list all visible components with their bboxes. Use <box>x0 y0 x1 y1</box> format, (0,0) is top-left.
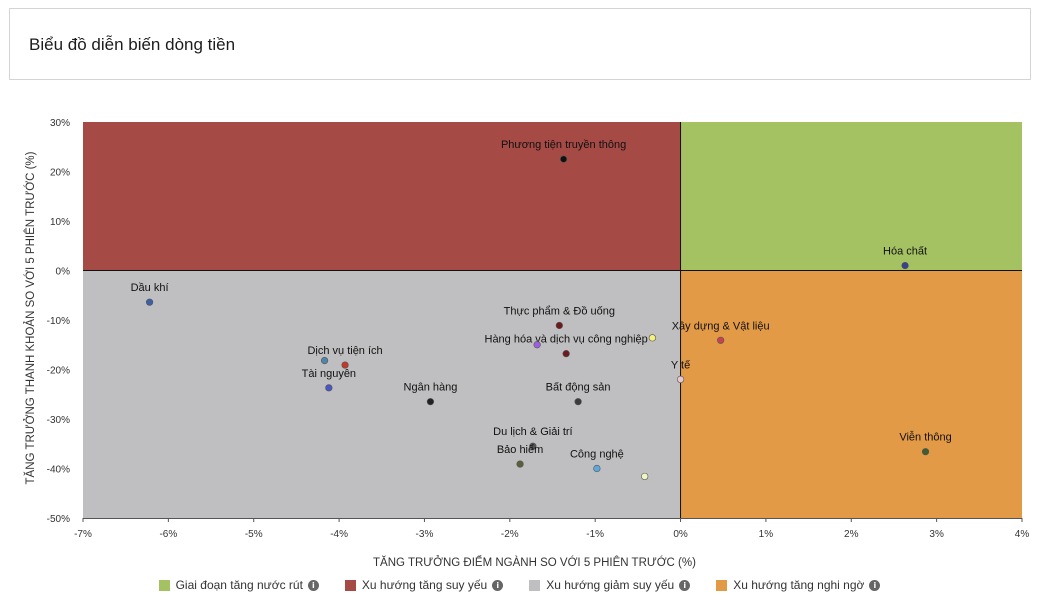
x-tick-label: 0% <box>673 529 688 540</box>
legend-swatch <box>716 579 728 591</box>
data-point-label: Viễn thông <box>899 431 951 444</box>
legend-label: Xu hướng giảm suy yếu <box>546 578 675 592</box>
data-point <box>559 155 568 163</box>
data-point <box>676 375 685 384</box>
data-point-label: Dầu khí <box>131 282 169 294</box>
legend-label: Giai đoạn tăng nước rút <box>175 578 303 592</box>
y-axis-title: TĂNG TRƯỞNG THANH KHOẢN SO VỚI 5 PHIÊN T… <box>24 151 37 484</box>
y-tick-label: -40% <box>47 465 70 476</box>
data-point-label: Hóa chất <box>883 246 927 258</box>
y-tick-label: -20% <box>47 366 70 377</box>
data-point-label: Bất động sản <box>546 382 611 394</box>
page-title: Biểu đồ diễn biến dòng tiền <box>29 35 236 54</box>
y-tick-label: 10% <box>50 217 70 228</box>
legend-item-0[interactable]: Giai đoạn tăng nước rút i <box>158 578 319 592</box>
legend-item-2[interactable]: Xu hướng giảm suy yếu i <box>529 578 691 592</box>
x-tick-label: -3% <box>416 529 434 540</box>
data-point-label: Ngân hàng <box>404 382 458 394</box>
x-tick-label: -1% <box>586 529 604 540</box>
data-point <box>320 356 329 365</box>
legend-swatch <box>529 579 541 591</box>
info-icon[interactable]: i <box>307 579 319 591</box>
data-point <box>555 321 563 330</box>
x-tick-label: -4% <box>330 529 348 540</box>
x-tick-label: -5% <box>245 529 263 540</box>
info-icon[interactable]: i <box>869 579 881 591</box>
legend-label: Xu hướng tăng suy yếu <box>361 578 488 592</box>
y-tick-label: -30% <box>47 415 70 426</box>
x-tick-label: -2% <box>501 529 519 540</box>
x-tick-label: 2% <box>844 529 859 540</box>
data-point <box>574 398 582 406</box>
data-point <box>593 464 601 473</box>
quadrant-region-3 <box>680 270 1022 518</box>
chart-header-card: Biểu đồ diễn biến dòng tiền <box>9 8 1031 80</box>
data-point <box>562 350 570 358</box>
quadrant-region-1 <box>83 122 681 271</box>
legend-swatch <box>344 579 356 591</box>
data-point-label: Công nghệ <box>570 449 624 461</box>
quadrant-region-2 <box>83 270 681 518</box>
data-point-label: Tài nguyên <box>302 368 356 380</box>
quadrant-region-0 <box>680 122 1022 271</box>
x-axis-title: TĂNG TRƯỞNG ĐIỂM NGÀNH SO VỚI 5 PHIÊN TR… <box>373 556 696 569</box>
legend-item-3[interactable]: Xu hướng tăng nghi ngờ i <box>716 578 881 592</box>
data-point <box>325 384 333 392</box>
data-point-label: Dịch vụ tiện ích <box>307 345 382 357</box>
data-point-label: Hàng hóa và dịch vụ công nghiệp <box>485 334 648 346</box>
data-point-label: Y tế <box>671 359 690 371</box>
info-icon[interactable]: i <box>679 579 691 591</box>
data-point-label: Phương tiện truyền thông <box>501 139 626 151</box>
data-point <box>648 334 656 342</box>
info-icon[interactable]: i <box>492 579 504 591</box>
chart-legend: Giai đoạn tăng nước rút i Xu hướng tăng … <box>0 575 1039 595</box>
data-point-label: Bảo hiểm <box>497 444 543 456</box>
legend-label: Xu hướng tăng nghi ngờ <box>733 578 865 592</box>
x-tick-label: 3% <box>929 529 944 540</box>
x-tick-label: 1% <box>759 529 774 540</box>
data-point <box>145 298 154 306</box>
data-point-label: Thực phẩm & Đồ uống <box>504 305 615 317</box>
money-flow-chart: -7% -6% -5% -4% -3% -2% -1% 0% 1% 2% 3% 4% 30% 20% 10%… <box>24 118 1030 569</box>
data-point <box>426 398 435 406</box>
y-tick-label: 20% <box>50 168 70 179</box>
data-point <box>529 442 537 450</box>
y-tick-label: 0% <box>56 267 71 278</box>
x-tick-label: 4% <box>1015 529 1030 540</box>
data-point <box>717 336 725 344</box>
data-point <box>341 361 349 369</box>
data-point-label: Du lịch & Giải trí <box>493 426 572 438</box>
data-point <box>641 472 649 481</box>
data-point <box>901 261 909 270</box>
legend-item-1[interactable]: Xu hướng tăng suy yếu i <box>344 578 504 592</box>
y-tick-label: -10% <box>47 316 70 327</box>
x-tick-label: -7% <box>74 529 92 540</box>
y-tick-label: -50% <box>47 514 70 525</box>
y-tick-label: 30% <box>50 118 70 129</box>
x-tick-label: -6% <box>159 529 177 540</box>
legend-swatch <box>158 579 170 591</box>
data-point <box>533 341 541 349</box>
data-point <box>921 448 930 456</box>
data-point <box>516 460 524 468</box>
data-point-label: Xây dựng & Vật liệu <box>672 320 770 332</box>
